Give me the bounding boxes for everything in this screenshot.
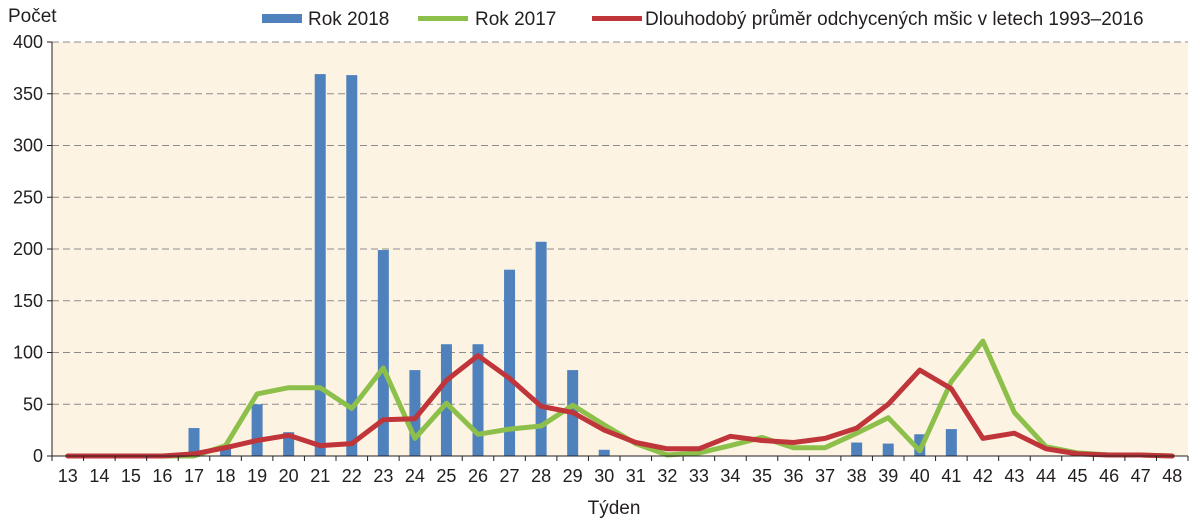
y-tick-label: 100 — [13, 343, 43, 363]
x-tick-label: 17 — [184, 466, 204, 486]
bar — [945, 429, 957, 456]
bar — [851, 442, 863, 456]
x-tick-label: 30 — [594, 466, 614, 486]
bar — [346, 75, 358, 457]
bar — [882, 443, 894, 456]
y-tick-label: 350 — [13, 84, 43, 104]
x-tick-label: 48 — [1162, 466, 1182, 486]
line-series — [65, 338, 1175, 459]
bar — [283, 432, 295, 456]
x-tick-label: 33 — [689, 466, 709, 486]
x-tick-label: 19 — [247, 466, 267, 486]
bar — [409, 370, 421, 456]
x-tick-label: 31 — [626, 466, 646, 486]
x-tick-label: 22 — [342, 466, 362, 486]
x-tick-label: 34 — [720, 466, 740, 486]
x-tick-label: 25 — [436, 466, 456, 486]
x-tick-label: 41 — [941, 466, 961, 486]
x-tick-label: 40 — [910, 466, 930, 486]
x-tick-label: 39 — [878, 466, 898, 486]
y-tick-labels: 0 50 100 150 200 250 300 350 400 — [13, 32, 43, 466]
x-tick-label: 46 — [1099, 466, 1119, 486]
legend-swatch — [262, 14, 302, 23]
x-axis-label: Týden — [588, 498, 641, 519]
bar — [220, 447, 232, 456]
x-tick-label: 24 — [405, 466, 425, 486]
bar — [472, 344, 484, 456]
bar — [504, 269, 516, 456]
x-tick-label: 13 — [58, 466, 78, 486]
bar — [598, 449, 610, 456]
gridlines — [52, 41, 1188, 405]
bar — [314, 74, 326, 457]
bar — [535, 241, 547, 456]
x-tick-label: 32 — [657, 466, 677, 486]
x-tick-labels: 13 14 15 16 17 18 19 20 21 22 23 24 25 26 27 28 29 30 31 32… — [58, 466, 1182, 486]
x-tick-label: 35 — [752, 466, 772, 486]
legend-label: Rok 2017 — [475, 9, 556, 30]
x-tick-label: 15 — [121, 466, 141, 486]
legend-label: Rok 2018 — [308, 9, 389, 30]
y-tick-label: 150 — [13, 291, 43, 311]
y-tick-label: 0 — [33, 446, 43, 466]
y-tick-label: 400 — [13, 32, 43, 52]
bar — [188, 428, 200, 456]
y-axis-label: Počet — [8, 6, 57, 27]
y-tick-label: 250 — [13, 187, 43, 207]
x-tick-label: 42 — [973, 466, 993, 486]
bar — [377, 250, 389, 456]
y-tick-label: 200 — [13, 239, 43, 259]
x-tick-label: 43 — [1004, 466, 1024, 486]
x-tick-label: 36 — [784, 466, 804, 486]
x-tick-label: 20 — [279, 466, 299, 486]
x-tick-label: 44 — [1036, 466, 1056, 486]
x-tick-label: 38 — [847, 466, 867, 486]
x-tick-label: 14 — [89, 466, 109, 486]
y-tick-label: 50 — [23, 394, 43, 414]
bar — [440, 344, 452, 456]
x-tick-label: 29 — [563, 466, 583, 486]
x-tick-label: 23 — [373, 466, 393, 486]
x-tick-label: 45 — [1068, 466, 1088, 486]
legend-label: Dlouhodobý průměr odchycených mšic v let… — [645, 9, 1144, 30]
y-tick-label: 300 — [13, 136, 43, 156]
x-tick-label: 26 — [468, 466, 488, 486]
x-tick-label: 16 — [152, 466, 172, 486]
bar — [251, 404, 263, 456]
x-tick-label: 28 — [531, 466, 551, 486]
x-tick-label: 37 — [815, 466, 835, 486]
x-tick-label: 21 — [310, 466, 330, 486]
x-tick-label: 27 — [500, 466, 520, 486]
series-line — [65, 353, 1175, 459]
axes — [47, 41, 1189, 461]
legend: Rok 2018 Rok 2017 Dlouhodobý průměr odchyc… — [262, 9, 1144, 30]
x-tick-label: 47 — [1131, 466, 1151, 486]
x-tick-label: 18 — [216, 466, 236, 486]
